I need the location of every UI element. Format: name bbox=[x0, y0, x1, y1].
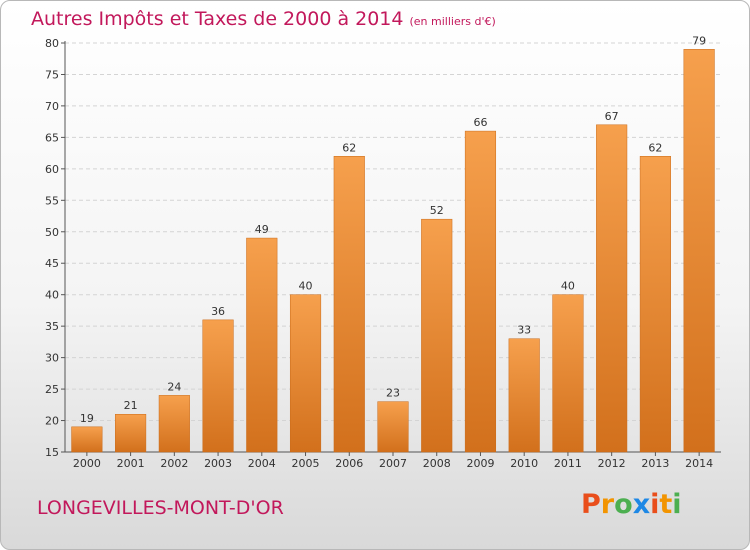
brand-letter: P bbox=[581, 489, 601, 520]
bar-2005 bbox=[289, 294, 322, 453]
data-label-2007: 23 bbox=[386, 387, 400, 400]
x-tick-label-2005: 2005 bbox=[292, 457, 320, 470]
bar-2013 bbox=[639, 156, 671, 453]
x-tick-label-2012: 2012 bbox=[598, 457, 626, 470]
y-tick-label: 50 bbox=[45, 226, 59, 239]
data-label-2013: 62 bbox=[648, 141, 662, 154]
data-label-2002: 24 bbox=[167, 380, 181, 393]
bar-2010 bbox=[508, 338, 540, 453]
y-tick-label: 65 bbox=[45, 131, 59, 144]
bar-2012 bbox=[596, 124, 628, 453]
x-tick-label-2009: 2009 bbox=[466, 457, 494, 470]
data-label-2014: 79 bbox=[692, 34, 706, 47]
chart-title: Autres Impôts et Taxes de 2000 à 2014 (en… bbox=[31, 8, 496, 30]
chart-title-unit: (en milliers d'€) bbox=[409, 15, 496, 28]
brand-letter: i bbox=[650, 489, 660, 520]
data-label-2000: 19 bbox=[80, 412, 94, 425]
data-label-2001: 21 bbox=[124, 399, 138, 412]
data-label-2011: 40 bbox=[561, 280, 575, 293]
bar-2002 bbox=[158, 395, 190, 453]
data-label-2012: 67 bbox=[605, 110, 619, 123]
y-tick-label: 25 bbox=[45, 383, 59, 396]
y-tick-label: 70 bbox=[45, 100, 59, 113]
brand-letter: t bbox=[659, 489, 673, 520]
bar-2014 bbox=[683, 49, 715, 453]
y-tick-label: 55 bbox=[45, 194, 59, 207]
bar-2004 bbox=[246, 237, 278, 453]
x-tick-label-2011: 2011 bbox=[554, 457, 582, 470]
bar-2011 bbox=[552, 294, 584, 453]
y-tick-label: 20 bbox=[45, 415, 59, 428]
brand-letter: r bbox=[600, 489, 615, 520]
brand-letter: x bbox=[632, 489, 651, 520]
brand-logo: Proxiti bbox=[581, 489, 682, 520]
x-tick-label-2013: 2013 bbox=[641, 457, 669, 470]
data-label-2010: 33 bbox=[517, 324, 531, 337]
y-tick-label: 45 bbox=[45, 257, 59, 270]
bar-2008 bbox=[421, 218, 453, 453]
y-tick-label: 15 bbox=[45, 446, 59, 459]
y-tick-label: 40 bbox=[45, 289, 59, 302]
x-tick-label-2000: 2000 bbox=[73, 457, 101, 470]
data-label-2008: 52 bbox=[430, 204, 444, 217]
x-tick-label-2006: 2006 bbox=[335, 457, 363, 470]
bar-2006 bbox=[333, 156, 365, 453]
x-tick-label-2007: 2007 bbox=[379, 457, 407, 470]
y-tick-label: 80 bbox=[45, 37, 59, 50]
bar-2003 bbox=[202, 319, 234, 453]
y-tick-label: 60 bbox=[45, 163, 59, 176]
y-tick-label: 35 bbox=[45, 320, 59, 333]
y-tick-label: 75 bbox=[45, 68, 59, 81]
chart-title-text: Autres Impôts et Taxes de 2000 à 2014 bbox=[31, 8, 404, 30]
x-tick-label-2003: 2003 bbox=[204, 457, 232, 470]
x-tick-label-2004: 2004 bbox=[248, 457, 276, 470]
x-tick-label-2002: 2002 bbox=[160, 457, 188, 470]
data-label-2005: 40 bbox=[299, 280, 313, 293]
bar-2001 bbox=[115, 413, 147, 453]
bar-2007 bbox=[377, 401, 409, 453]
data-label-2003: 36 bbox=[211, 305, 225, 318]
commune-name: LONGEVILLES-MONT-D'OR bbox=[37, 497, 284, 519]
brand-letter: i bbox=[672, 489, 682, 520]
data-label-2009: 66 bbox=[473, 116, 487, 129]
brand-letter: o bbox=[614, 489, 633, 520]
x-tick-label-2014: 2014 bbox=[685, 457, 713, 470]
bar-2009 bbox=[464, 130, 497, 453]
data-label-2006: 62 bbox=[342, 141, 356, 154]
x-tick-label-2008: 2008 bbox=[423, 457, 451, 470]
x-tick-label-2001: 2001 bbox=[117, 457, 145, 470]
y-tick-label: 30 bbox=[45, 352, 59, 365]
bar-2000 bbox=[71, 426, 103, 453]
bars bbox=[71, 49, 715, 453]
data-label-2004: 49 bbox=[255, 223, 269, 236]
data-labels: 19 21 24 36 49 40 62 23 52 66 33 40 67 62 79 bbox=[80, 34, 706, 425]
x-tick-label-2010: 2010 bbox=[510, 457, 538, 470]
